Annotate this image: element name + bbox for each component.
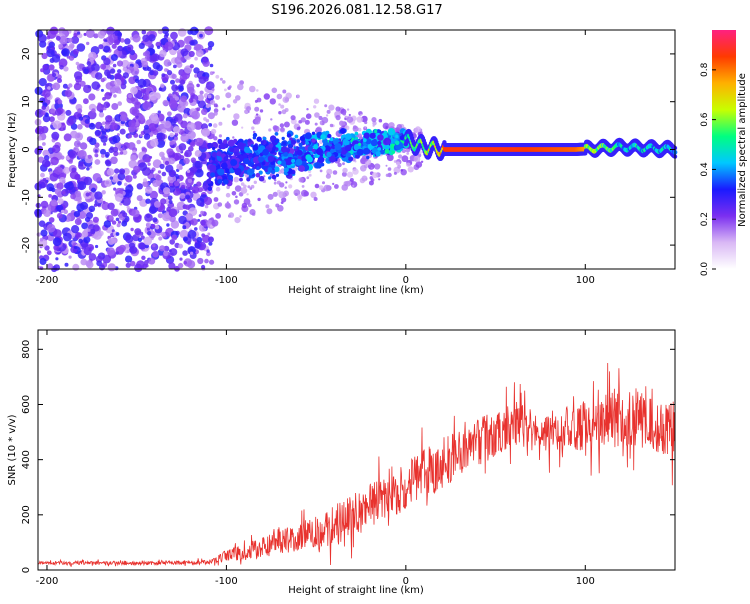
colorbar-tick-label: 0.8 xyxy=(700,62,710,77)
snr-y-tick-label: 800 xyxy=(21,340,32,359)
snr-x-tick-label: -100 xyxy=(215,576,238,587)
snr-y-ticks: 0 200 400 600 800 xyxy=(21,340,675,573)
snr-x-axis-label: Height of straight line (km) xyxy=(288,585,424,596)
colorbar-tick-label: 0.0 xyxy=(700,262,710,277)
snr-x-tick-label: -200 xyxy=(36,576,59,587)
snr-x-tick-label: 0 xyxy=(403,576,409,587)
snr-y-tick-label: 400 xyxy=(21,450,32,469)
spectrogram-heatmap xyxy=(34,26,678,273)
spectrogram-x-tick-label: 0 xyxy=(403,275,409,286)
snr-series-line xyxy=(38,362,675,567)
spectrogram-x-ticks: -200 -100 0 100 xyxy=(36,30,595,286)
snr-plot-frame xyxy=(37,329,676,571)
snr-y-tick-label: 200 xyxy=(21,505,32,524)
colorbar-tick-label: 0.2 xyxy=(700,212,710,226)
colorbar-tick-label: 0.4 xyxy=(700,162,710,177)
spectrogram-x-tick-label: 100 xyxy=(576,275,595,286)
spectrogram-y-tick-label: 0 xyxy=(21,146,32,152)
snr-x-tick-label: 100 xyxy=(576,576,595,587)
spectrogram-x-axis-label: Height of straight line (km) xyxy=(288,285,424,296)
colorbar-gradient xyxy=(712,30,736,269)
colorbar-tick-label: 0.6 xyxy=(700,112,710,127)
spectrogram-x-tick-label: -200 xyxy=(36,275,59,286)
spectrogram-y-ticks: -20 -10 0 10 20 xyxy=(21,48,675,253)
chart-title: S196.2026.081.12.58.G17 xyxy=(271,3,442,18)
snr-x-ticks: -200 -100 0 100 xyxy=(36,330,595,587)
colorbar-ticks: 0.0 0.2 0.4 0.6 0.8 xyxy=(700,62,716,276)
snr-y-axis-label: SNR (10 * v/v) xyxy=(7,414,18,485)
spectrogram-y-tick-label: 10 xyxy=(21,95,32,108)
snr-y-tick-label: 600 xyxy=(21,395,32,414)
snr-panel: -200 -100 0 100 0 200 400 600 800 Height of str… xyxy=(7,329,676,596)
colorbar-label: Normalized spectral amplitude xyxy=(737,73,748,227)
spectrogram-x-tick-label: -100 xyxy=(215,275,238,286)
snr-y-tick-label: 0 xyxy=(21,567,32,573)
spectrogram-y-tick-label: 20 xyxy=(21,48,32,61)
spectrogram-y-axis-label: Frequency (Hz) xyxy=(7,112,18,188)
spectrogram-y-tick-label: -10 xyxy=(21,189,32,205)
colorbar: 0.0 0.2 0.4 0.6 0.8 Normalized spectral ampl… xyxy=(700,30,748,276)
spectrogram-y-tick-label: -20 xyxy=(21,237,32,253)
